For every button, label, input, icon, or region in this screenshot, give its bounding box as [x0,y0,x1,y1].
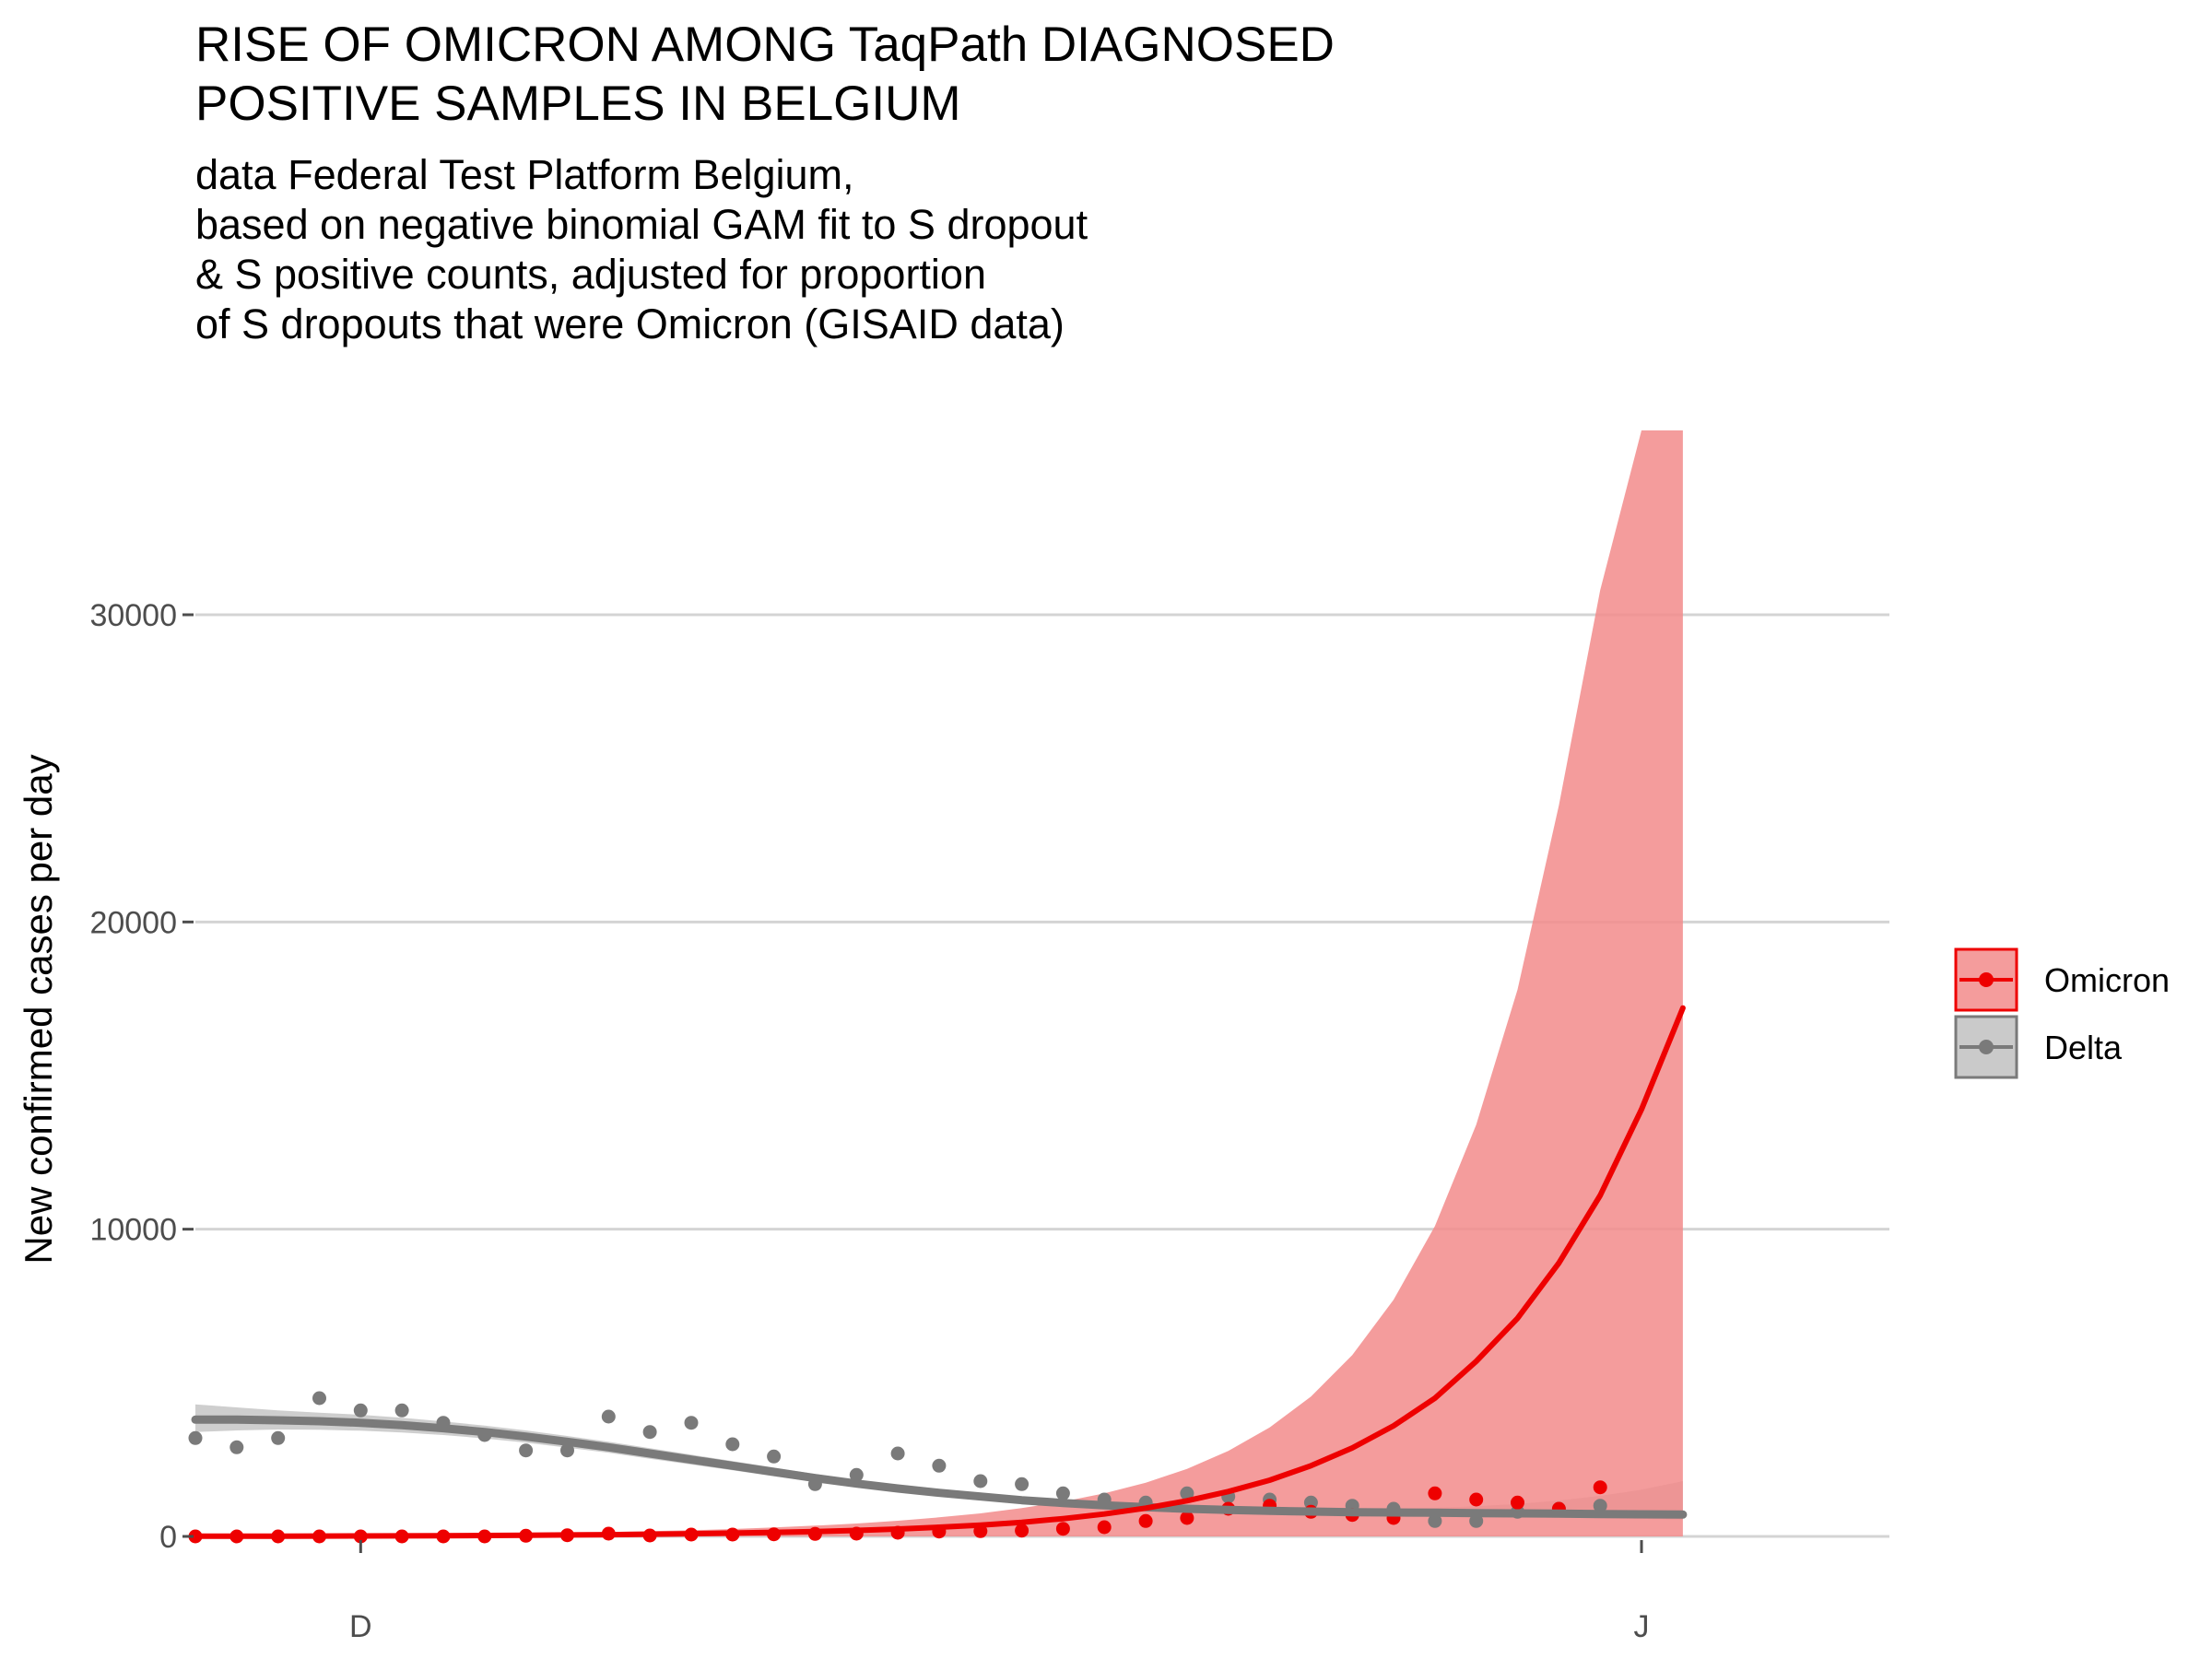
data-point-delta [601,1409,616,1424]
y-tick-label: 0 [159,1520,177,1555]
data-point-delta [1015,1477,1030,1491]
data-point-delta [642,1425,657,1440]
fit-lines [191,1005,1688,1539]
data-point-omicron [1097,1520,1112,1535]
legend: Omicron Delta [1954,947,2170,1079]
x-tick-label: J [1634,1609,1650,1644]
data-point-delta [725,1437,740,1452]
data-point-delta [890,1446,905,1461]
data-point-delta [1055,1486,1070,1500]
legend-item-delta: Delta [1954,1015,2123,1079]
data-point-delta [1428,1513,1442,1528]
data-point-delta [1469,1513,1484,1528]
data-point-delta [394,1403,409,1418]
chart-subtitle-line: based on negative binomial GAM fit to S … [195,201,1088,248]
chart-title-line: POSITIVE SAMPLES IN BELGIUM [195,76,961,131]
confidence-ribbons [195,430,1683,1536]
data-point-omicron [1428,1486,1442,1500]
data-point-delta [229,1440,244,1454]
legend-label: Delta [2044,1029,2123,1066]
y-axis: 0 10000 20000 30000 [89,598,194,1555]
data-point-omicron [1015,1524,1030,1538]
chart-title-line: RISE OF OMICRON AMONG TaqPath DIAGNOSED [195,18,1335,72]
data-point-delta [849,1467,864,1482]
fit-line-omicron [193,1005,1686,1539]
data-point-omicron [1593,1480,1607,1495]
fit-line-delta [191,1415,1688,1519]
data-point-omicron [1055,1522,1070,1536]
legend-item-omicron: Omicron [1954,947,2170,1012]
data-point-omicron [1469,1492,1484,1507]
chart-title: RISE OF OMICRON AMONG TaqPath DIAGNOSED … [195,18,1335,131]
data-point-delta [1593,1499,1607,1513]
chart-subtitle: data Federal Test Platform Belgium, base… [195,151,1088,347]
data-point-delta [973,1474,988,1488]
legend-key-point [1979,1040,1994,1054]
data-point-delta [271,1430,286,1445]
data-point-delta [353,1403,368,1418]
ribbon-omicron [195,430,1683,1536]
data-point-omicron [1180,1511,1194,1525]
data-point-delta [767,1449,782,1464]
data-point-delta [1180,1486,1194,1500]
data-point-delta [560,1443,574,1458]
data-point-omicron [1511,1495,1524,1510]
y-tick-label: 30000 [89,598,177,633]
chart-subtitle-line: & S positive counts, adjusted for propor… [195,251,986,298]
y-tick-label: 10000 [89,1213,177,1248]
y-axis-title: New confirmed cases per day [17,754,60,1264]
data-point-omicron [1138,1513,1153,1528]
y-tick-label: 20000 [89,905,177,940]
data-point-delta [519,1443,534,1458]
legend-label: Omicron [2044,961,2170,999]
data-point-delta [188,1430,203,1445]
data-point-delta [684,1416,699,1430]
data-point-delta [312,1391,326,1406]
chart-subtitle-line: of S dropouts that were Omicron (GISAID … [195,300,1065,347]
data-point-delta [932,1458,947,1473]
x-tick-label: D [349,1609,372,1644]
chart-subtitle-line: data Federal Test Platform Belgium, [195,151,854,198]
legend-key-point [1979,972,1994,987]
